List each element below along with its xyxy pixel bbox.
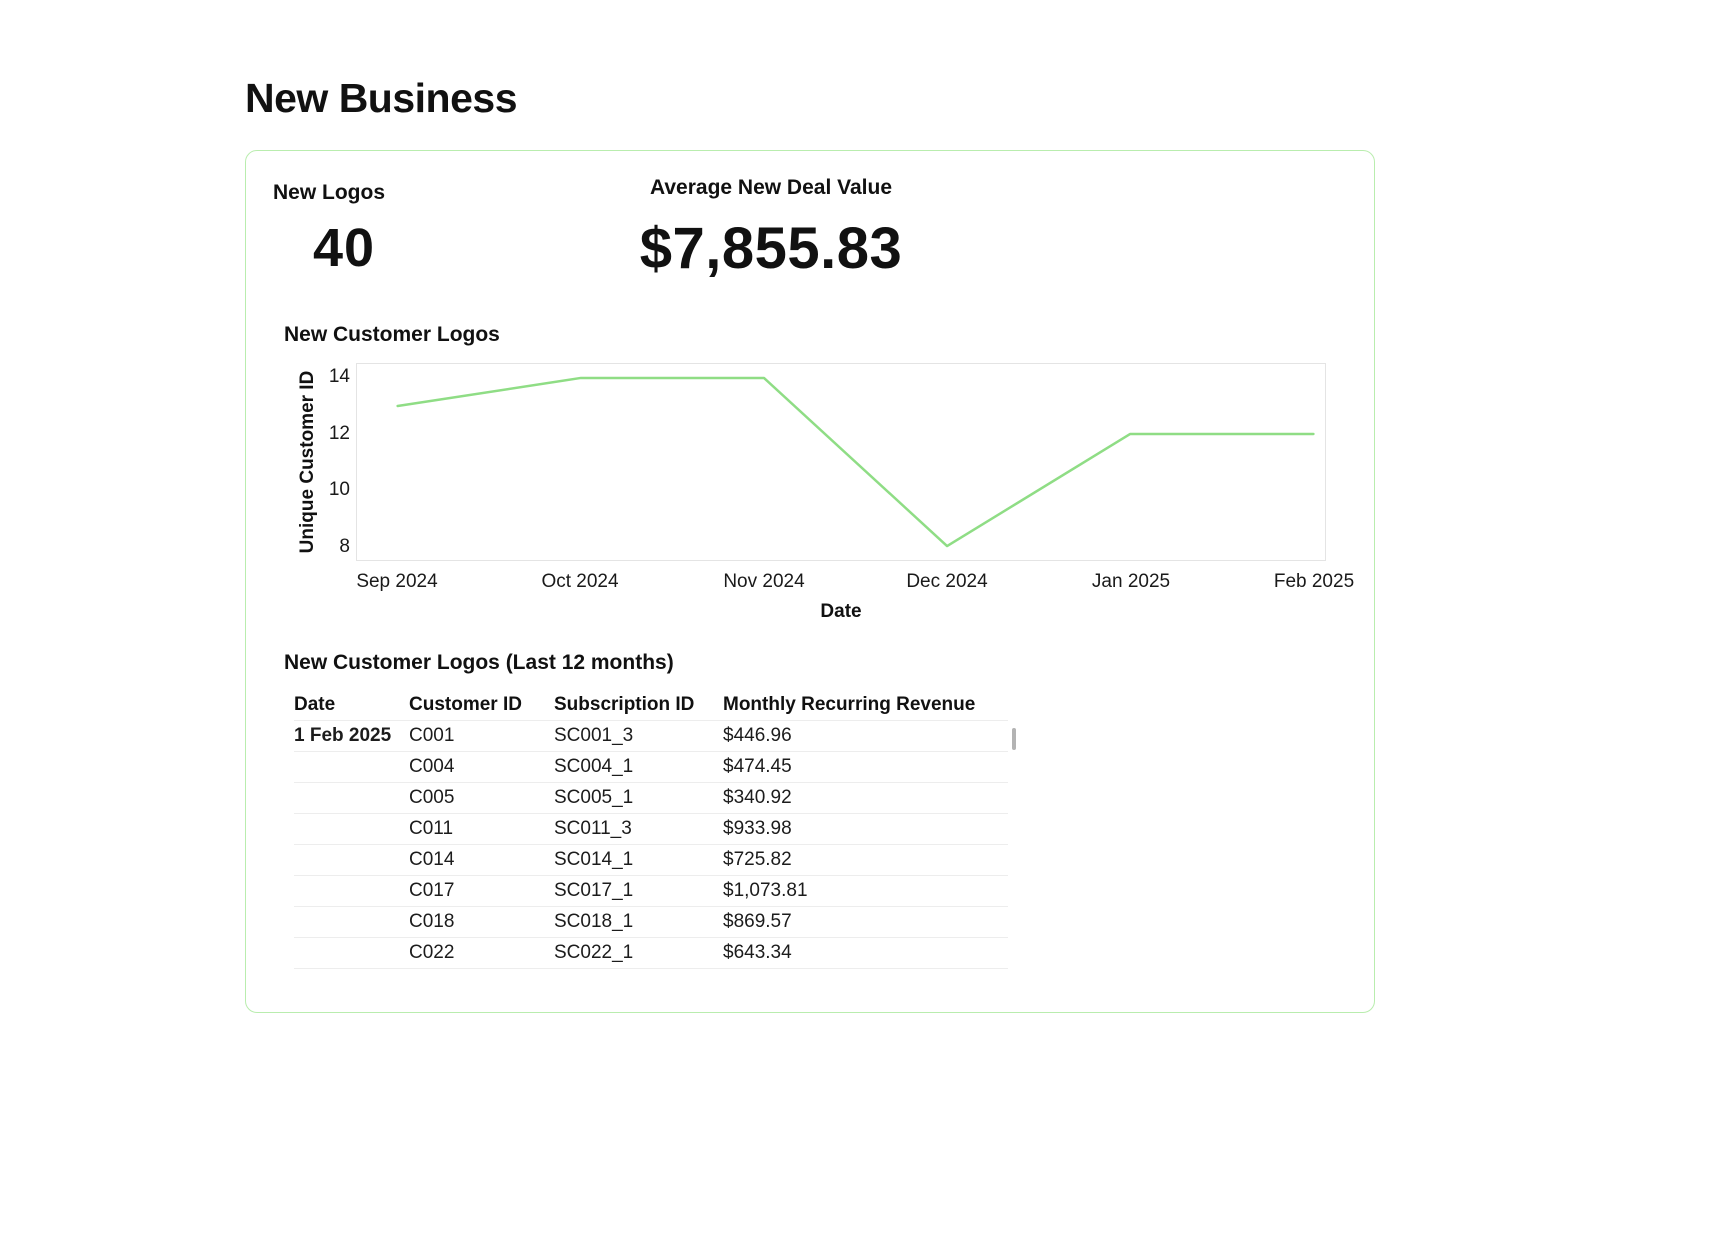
mrr-cell: $643.34 [723, 942, 792, 963]
table-row: C004 SC004_1 $474.45 [294, 752, 1008, 783]
subscription-id-cell: SC018_1 [554, 911, 634, 932]
y-axis-ticks: 14 12 10 8 [246, 363, 350, 561]
subscription-id-cell: SC004_1 [554, 756, 634, 777]
kpi-new-logos-label: New Logos [273, 181, 386, 204]
mrr-cell: $869.57 [723, 911, 792, 932]
table-body: 1 Feb 2025 C001 SC001_3 $446.96 C004 SC004_1 $… [294, 721, 1008, 969]
customer-id-cell: C018 [409, 911, 455, 932]
subscription-id-cell: SC005_1 [554, 787, 634, 808]
table-row: C022 SC022_1 $643.34 [294, 938, 1008, 969]
subscription-id-cell: SC001_3 [554, 725, 634, 746]
mrr-cell: $340.92 [723, 787, 792, 808]
y-tick-label: 8 [339, 535, 350, 557]
x-axis-ticks: Sep 2024 Oct 2024 Nov 2024 Dec 2024 Jan 2025… [356, 571, 1354, 595]
x-tick-label: Oct 2024 [541, 571, 619, 592]
kpi-avg-new-deal-label: Average New Deal Value [649, 176, 892, 199]
kpi-new-logos-value: 40 [313, 218, 376, 278]
table-title: New Customer Logos (Last 12 months) [284, 651, 674, 674]
y-tick-label: 14 [328, 366, 350, 388]
customer-id-cell: C011 [409, 818, 454, 839]
x-tick-label: Feb 2025 [1273, 571, 1355, 592]
customer-id-cell: C004 [409, 756, 455, 777]
y-tick-label: 12 [328, 422, 350, 444]
y-tick-label: 10 [328, 479, 350, 501]
line-chart-plot-area [356, 363, 1326, 561]
column-header: Date [294, 693, 336, 715]
new-customer-logos-line [396, 376, 1315, 548]
mrr-cell: $933.98 [723, 818, 792, 839]
subscription-id-cell: SC014_1 [554, 849, 634, 870]
column-header: Subscription ID [554, 693, 695, 715]
mrr-cell: $446.96 [723, 725, 792, 746]
table-header-row: Date Customer ID Subscription ID Monthly Re… [294, 689, 1008, 721]
customer-id-cell: C005 [409, 787, 455, 808]
new-business-card: New Logos 40 Average New Deal Value $7,8… [245, 150, 1375, 1013]
x-tick-label: Nov 2024 [723, 571, 805, 592]
table-row: C011 SC011_3 $933.98 [294, 814, 1008, 845]
kpi-avg-new-deal: Average New Deal Value $7,855.83 [576, 176, 966, 282]
customer-id-cell: C001 [409, 725, 455, 746]
new-logos-table[interactable]: Date Customer ID Subscription ID Monthly Re… [294, 689, 1008, 969]
page-title: New Business [245, 75, 518, 121]
subscription-id-cell: SC022_1 [554, 942, 634, 963]
table-row: C017 SC017_1 $1,073.81 [294, 876, 1008, 907]
customer-id-cell: C017 [409, 880, 455, 901]
chart-title: New Customer Logos [284, 323, 500, 346]
table-row: 1 Feb 2025 C001 SC001_3 $446.96 [294, 721, 1008, 752]
date-cell: 1 Feb 2025 [294, 725, 392, 746]
x-axis-label: Date [820, 601, 862, 622]
subscription-id-cell: SC017_1 [554, 880, 634, 901]
customer-id-cell: C014 [409, 849, 455, 870]
table-scrollbar[interactable] [1012, 728, 1016, 750]
subscription-id-cell: SC011_3 [554, 818, 632, 839]
mrr-cell: $725.82 [723, 849, 792, 870]
table-row: C005 SC005_1 $340.92 [294, 783, 1008, 814]
column-header: Monthly Recurring Revenue [723, 693, 976, 715]
x-tick-label: Dec 2024 [906, 571, 988, 592]
table-row: C018 SC018_1 $869.57 [294, 907, 1008, 938]
x-tick-label: Jan 2025 [1091, 571, 1171, 592]
x-tick-label: Sep 2024 [356, 571, 438, 592]
mrr-cell: $474.45 [723, 756, 792, 777]
column-header: Customer ID [409, 693, 522, 715]
kpi-avg-new-deal-value: $7,855.83 [639, 216, 903, 281]
table-row: C014 SC014_1 $725.82 [294, 845, 1008, 876]
kpi-new-logos: New Logos 40 [273, 181, 385, 279]
customer-id-cell: C022 [409, 942, 455, 963]
mrr-cell: $1,073.81 [723, 880, 808, 901]
